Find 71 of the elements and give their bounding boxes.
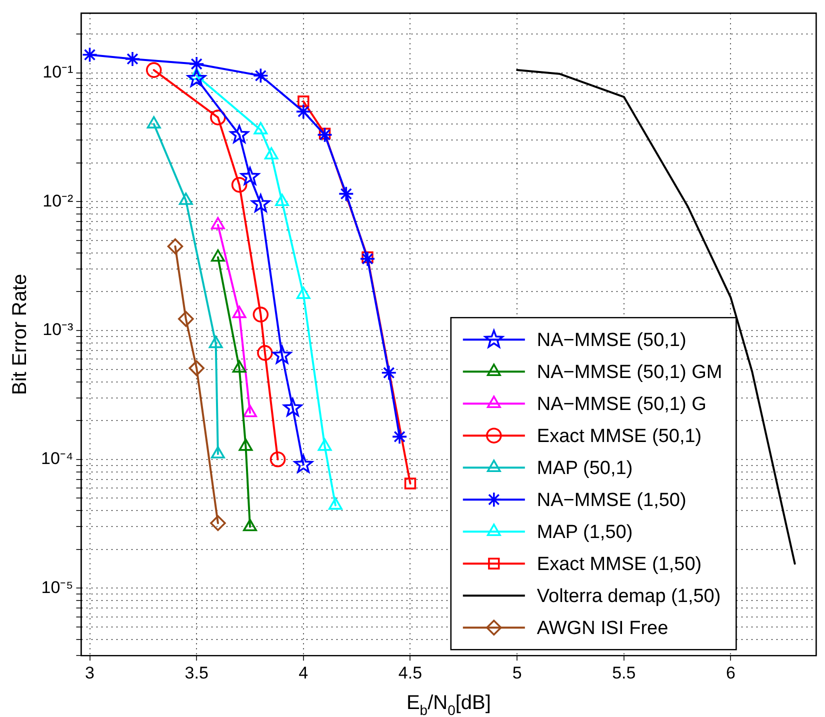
point bbox=[328, 497, 342, 510]
x-tick-label: 5 bbox=[512, 663, 522, 682]
point bbox=[257, 345, 273, 361]
legend-label: MAP (50,1) bbox=[536, 458, 633, 479]
point bbox=[210, 515, 226, 532]
point bbox=[275, 194, 290, 206]
point bbox=[316, 126, 333, 143]
point bbox=[210, 217, 225, 230]
x-tick-label: 5.5 bbox=[612, 663, 636, 682]
y-tick-label: 10⁻⁴ bbox=[40, 449, 74, 468]
point bbox=[178, 311, 194, 327]
x-tick-label: 3.5 bbox=[184, 663, 208, 682]
legend-label: NA−MMSE (50,1) G bbox=[536, 394, 706, 415]
point bbox=[238, 438, 253, 451]
legend-label: NA−MMSE (50,1) GM bbox=[536, 362, 722, 383]
point bbox=[187, 68, 206, 87]
point bbox=[380, 364, 397, 381]
point bbox=[82, 46, 98, 63]
point bbox=[272, 346, 292, 364]
point bbox=[243, 518, 257, 532]
legend-label: Exact MMSE (50,1) bbox=[536, 426, 702, 447]
point bbox=[270, 451, 286, 468]
legend-label: AWGN ISI Free bbox=[536, 618, 668, 639]
point bbox=[251, 194, 270, 212]
point bbox=[283, 398, 302, 416]
point bbox=[404, 478, 416, 490]
x-tick-label: 3 bbox=[85, 663, 94, 682]
point bbox=[318, 128, 331, 140]
point bbox=[188, 56, 204, 72]
y-tick-label: 10⁻⁵ bbox=[41, 578, 74, 597]
legend-label: Exact MMSE (1,50) bbox=[536, 554, 702, 575]
point bbox=[318, 438, 332, 451]
point bbox=[240, 166, 260, 185]
point bbox=[243, 404, 257, 418]
point bbox=[124, 51, 140, 67]
point bbox=[338, 186, 354, 202]
point bbox=[264, 147, 278, 160]
legend-label: Volterra demap (1,50) bbox=[536, 586, 721, 607]
point bbox=[188, 360, 204, 376]
x-tick-label: 4 bbox=[298, 663, 308, 682]
point bbox=[360, 250, 376, 267]
point bbox=[252, 68, 269, 84]
x-tick-label: 4.5 bbox=[398, 663, 422, 682]
point bbox=[362, 251, 374, 264]
point bbox=[230, 124, 249, 144]
point bbox=[208, 336, 223, 348]
point bbox=[232, 306, 246, 318]
point bbox=[296, 286, 310, 299]
x-tick-label: 6 bbox=[726, 663, 736, 682]
y-axis-title: Bit Error Rate bbox=[9, 274, 31, 395]
y-tick-label: 10⁻¹ bbox=[42, 62, 74, 82]
point bbox=[296, 104, 312, 120]
point bbox=[254, 122, 268, 134]
legend-label: NA−MMSE (50,1) bbox=[536, 330, 686, 351]
point bbox=[232, 360, 246, 373]
point bbox=[294, 454, 313, 473]
point bbox=[392, 428, 408, 445]
y-tick-label: 10⁻² bbox=[42, 191, 74, 210]
y-tick-label: 10⁻³ bbox=[42, 320, 74, 340]
point bbox=[167, 238, 184, 254]
point bbox=[210, 110, 226, 126]
point bbox=[298, 96, 310, 108]
point bbox=[231, 176, 248, 193]
point bbox=[210, 446, 225, 458]
point bbox=[146, 62, 162, 78]
point bbox=[252, 306, 269, 322]
point bbox=[210, 249, 225, 262]
legend-label: MAP (1,50) bbox=[536, 522, 633, 543]
legend-label: NA−MMSE (1,50) bbox=[536, 490, 686, 511]
point bbox=[178, 192, 193, 205]
point bbox=[146, 116, 161, 128]
